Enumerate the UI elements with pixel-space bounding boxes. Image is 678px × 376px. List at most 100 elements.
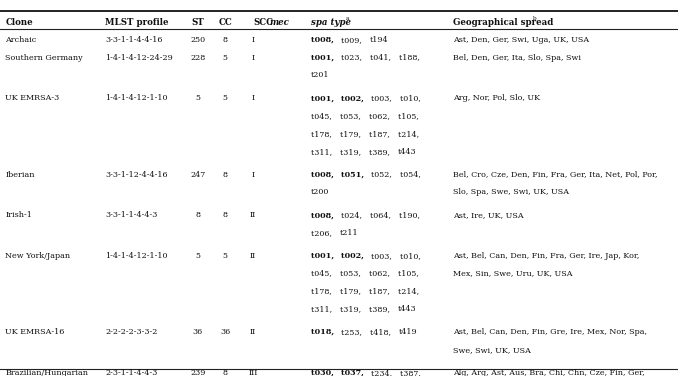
Text: mec: mec	[269, 18, 289, 27]
Text: t001,: t001,	[311, 252, 336, 260]
Text: t311,: t311,	[311, 305, 334, 313]
Text: 239: 239	[191, 368, 205, 376]
Text: II: II	[250, 211, 256, 219]
Text: III: III	[248, 368, 258, 376]
Text: t018,: t018,	[311, 328, 336, 336]
Text: 250: 250	[191, 36, 205, 44]
Text: Ast, Ire, UK, USA: Ast, Ire, UK, USA	[453, 211, 523, 219]
Text: 5: 5	[195, 94, 201, 102]
Text: t053,: t053,	[340, 270, 363, 277]
Text: Bel, Cro, Cze, Den, Fin, Fra, Ger, Ita, Net, Pol, Por,: Bel, Cro, Cze, Den, Fin, Fra, Ger, Ita, …	[453, 170, 658, 179]
Text: t001,: t001,	[311, 94, 336, 102]
Text: t002,: t002,	[341, 252, 367, 260]
Text: t319,: t319,	[340, 305, 363, 313]
Text: t194: t194	[370, 36, 388, 44]
Text: t389,: t389,	[369, 305, 392, 313]
Text: Swe, Swi, UK, USA: Swe, Swi, UK, USA	[453, 346, 531, 354]
Text: 3-3-1-1-4-4-16: 3-3-1-1-4-4-16	[105, 36, 163, 44]
Text: 5: 5	[222, 53, 228, 62]
Text: t178,: t178,	[311, 287, 334, 296]
Text: SCC: SCC	[253, 18, 273, 27]
Text: t214,: t214,	[397, 287, 421, 296]
Text: t062,: t062,	[369, 270, 392, 277]
Text: t064,: t064,	[370, 211, 393, 219]
Text: 3-3-1-12-4-4-16: 3-3-1-12-4-4-16	[105, 170, 167, 179]
Text: Irish-1: Irish-1	[5, 211, 33, 219]
Text: Slo, Spa, Swe, Swi, UK, USA: Slo, Spa, Swe, Swi, UK, USA	[453, 188, 569, 196]
Text: t010,: t010,	[401, 94, 424, 102]
Text: t178,: t178,	[311, 130, 334, 138]
Text: Archaic: Archaic	[5, 36, 37, 44]
Text: 5: 5	[222, 94, 228, 102]
Text: New York/Japan: New York/Japan	[5, 252, 71, 260]
Text: t211: t211	[340, 229, 358, 237]
Text: t187,: t187,	[369, 287, 392, 296]
Text: t253,: t253,	[341, 328, 365, 336]
Text: t105,: t105,	[397, 270, 421, 277]
Text: Ast, Bel, Can, Den, Fin, Gre, Ire, Mex, Nor, Spa,: Ast, Bel, Can, Den, Fin, Gre, Ire, Mex, …	[453, 328, 647, 336]
Text: t062,: t062,	[369, 112, 392, 120]
Text: t045,: t045,	[311, 270, 334, 277]
Text: CC: CC	[218, 18, 232, 27]
Text: t037,: t037,	[341, 368, 367, 376]
Text: II: II	[250, 328, 256, 336]
Text: t179,: t179,	[340, 130, 363, 138]
Text: t002,: t002,	[341, 94, 367, 102]
Text: I: I	[252, 94, 254, 102]
Text: 228: 228	[191, 53, 205, 62]
Text: 8: 8	[222, 170, 228, 179]
Text: 5: 5	[222, 252, 228, 260]
Text: UK EMRSA-16: UK EMRSA-16	[5, 328, 65, 336]
Text: spa type: spa type	[311, 18, 351, 27]
Text: 8: 8	[222, 36, 228, 44]
Text: UK EMRSA-3: UK EMRSA-3	[5, 94, 60, 102]
Text: Mex, Sin, Swe, Uru, UK, USA: Mex, Sin, Swe, Uru, UK, USA	[453, 270, 572, 277]
Text: 247: 247	[191, 170, 205, 179]
Text: Clone: Clone	[5, 18, 33, 27]
Text: t418,: t418,	[370, 328, 393, 336]
Text: t200: t200	[311, 188, 329, 196]
Text: Arg, Nor, Pol, Slo, UK: Arg, Nor, Pol, Slo, UK	[453, 94, 540, 102]
Text: t053,: t053,	[340, 112, 363, 120]
Text: t188,: t188,	[399, 53, 422, 62]
Text: Geographical spread: Geographical spread	[453, 18, 553, 27]
Text: MLST profile: MLST profile	[105, 18, 169, 27]
Text: 3-3-1-1-4-4-3: 3-3-1-1-4-4-3	[105, 211, 157, 219]
Text: t024,: t024,	[341, 211, 365, 219]
Text: t179,: t179,	[340, 287, 363, 296]
Text: t190,: t190,	[399, 211, 422, 219]
Text: I: I	[252, 36, 254, 44]
Text: 1-4-1-4-12-24-29: 1-4-1-4-12-24-29	[105, 53, 173, 62]
Text: 8: 8	[195, 211, 201, 219]
Text: t001,: t001,	[311, 53, 336, 62]
Text: 5: 5	[195, 252, 201, 260]
Text: t206,: t206,	[311, 229, 334, 237]
Text: 36: 36	[193, 328, 203, 336]
Text: t009,: t009,	[341, 36, 364, 44]
Text: t008,: t008,	[311, 211, 336, 219]
Text: t234,: t234,	[372, 368, 395, 376]
Text: t319,: t319,	[340, 148, 363, 156]
Text: t008,: t008,	[311, 36, 336, 44]
Text: t387,: t387,	[401, 368, 424, 376]
Text: II: II	[250, 252, 256, 260]
Text: Iberian: Iberian	[5, 170, 35, 179]
Text: t008,: t008,	[311, 170, 336, 179]
Text: 1-4-1-4-12-1-10: 1-4-1-4-12-1-10	[105, 252, 167, 260]
Text: Bel, Den, Ger, Ita, Slo, Spa, Swi: Bel, Den, Ger, Ita, Slo, Spa, Swi	[453, 53, 581, 62]
Text: t389,: t389,	[369, 148, 392, 156]
Text: I: I	[252, 170, 254, 179]
Text: t201: t201	[311, 71, 329, 79]
Text: Alg, Arg, Ast, Aus, Bra, Chi, Chn, Cze, Fin, Ger,: Alg, Arg, Ast, Aus, Bra, Chi, Chn, Cze, …	[453, 368, 645, 376]
Text: t052,: t052,	[372, 170, 395, 179]
Text: t003,: t003,	[372, 94, 395, 102]
Text: t443: t443	[397, 148, 416, 156]
Text: t003,: t003,	[372, 252, 395, 260]
Text: 36: 36	[220, 328, 231, 336]
Text: Brazilian/Hungarian: Brazilian/Hungarian	[5, 368, 88, 376]
Text: 1-4-1-4-12-1-10: 1-4-1-4-12-1-10	[105, 94, 167, 102]
Text: t311,: t311,	[311, 148, 334, 156]
Text: b: b	[533, 16, 536, 21]
Text: 8: 8	[222, 368, 228, 376]
Text: t045,: t045,	[311, 112, 334, 120]
